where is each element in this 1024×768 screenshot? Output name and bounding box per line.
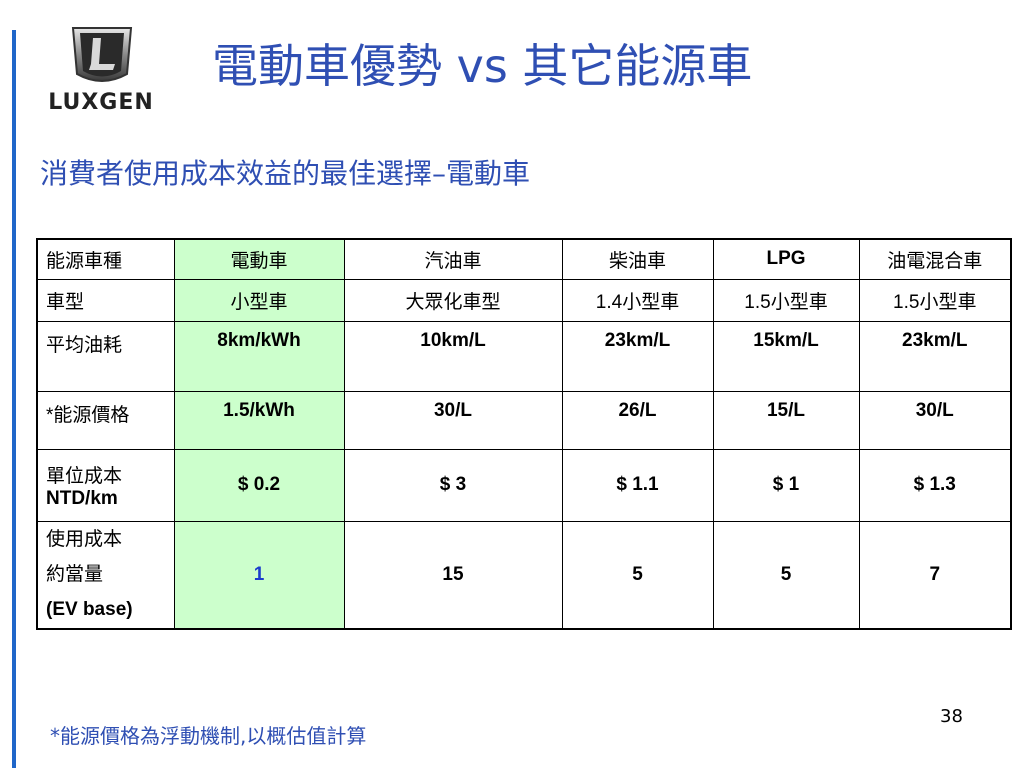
table-row: 平均油耗 8km/kWh 10km/L 23km/L 15km/L 23km/L [36,320,1012,392]
brand-wordmark: LUXGEN [48,90,154,115]
header-cell: 電動車 [173,238,345,280]
table-cell: 大眾化車型 [343,278,563,322]
row-label: 平均油耗 [36,320,175,392]
table-cell: 1.4小型車 [561,278,714,322]
table-row: *能源價格 1.5/kWh 30/L 26/L 15/L 30/L [36,390,1012,450]
table-cell: 1.5小型車 [712,278,860,322]
table-cell: 1.5小型車 [858,278,1012,322]
header-cell: 能源車種 [36,238,175,280]
table-cell: 小型車 [173,278,345,322]
table-cell: $ 0.2 [173,448,345,522]
header-cell: 油電混合車 [858,238,1012,280]
slide-subtitle: 消費者使用成本效益的最佳選擇–電動車 [40,157,531,190]
table-cell: 10km/L [343,320,563,392]
table-cell: 23km/L [858,320,1012,392]
table-row: 車型 小型車 大眾化車型 1.4小型車 1.5小型車 1.5小型車 [36,278,1012,322]
table-cell: $ 1.1 [561,448,714,522]
table-cell: 15km/L [712,320,860,392]
table-header-row: 能源車種 電動車 汽油車 柴油車 LPG 油電混合車 [36,238,1012,280]
table-cell: 1.5/kWh [173,390,345,450]
table-cell: 5 [712,520,860,630]
table-cell: 30/L [858,390,1012,450]
table-cell: 15/L [712,390,860,450]
row-label: 單位成本 NTD/km [36,448,175,522]
header-cell: 柴油車 [561,238,714,280]
row-label: *能源價格 [36,390,175,450]
table-cell: 15 [343,520,563,630]
table-cell: 5 [561,520,714,630]
row-label-line: 約當量 [46,564,104,586]
row-label-line: (EV base) [46,599,133,621]
page-number: 38 [940,706,963,727]
table-cell: 23km/L [561,320,714,392]
slide-title: 電動車優勢 vs 其它能源車 [212,39,753,93]
table-cell: 1 [173,520,345,630]
table-row: 單位成本 NTD/km $ 0.2 $ 3 $ 1.1 $ 1 $ 1.3 [36,448,1012,522]
table-cell: 30/L [343,390,563,450]
table-cell: $ 1 [712,448,860,522]
table-row: 使用成本 約當量 (EV base) 1 15 5 5 7 [36,520,1012,630]
row-label-line: NTD/km [46,487,118,509]
table-cell: 7 [858,520,1012,630]
header-cell: 汽油車 [343,238,563,280]
row-label: 車型 [36,278,175,322]
table-cell: 26/L [561,390,714,450]
row-label-line: 單位成本 [46,465,123,487]
table-cell: 8km/kWh [173,320,345,392]
table-cell: $ 1.3 [858,448,1012,522]
left-accent-bar [12,30,16,768]
footnote: *能源價格為浮動機制,以概估值計算 [50,724,367,748]
row-label-line: 使用成本 [46,529,123,551]
row-label: 使用成本 約當量 (EV base) [36,520,175,630]
table-cell: $ 3 [343,448,563,522]
header-cell: LPG [712,238,860,280]
comparison-table: 能源車種 電動車 汽油車 柴油車 LPG 油電混合車 車型 小型車 大眾化車型 … [36,238,1012,630]
luxgen-emblem-icon [71,27,133,82]
luxgen-logo: LUXGEN [30,24,172,120]
